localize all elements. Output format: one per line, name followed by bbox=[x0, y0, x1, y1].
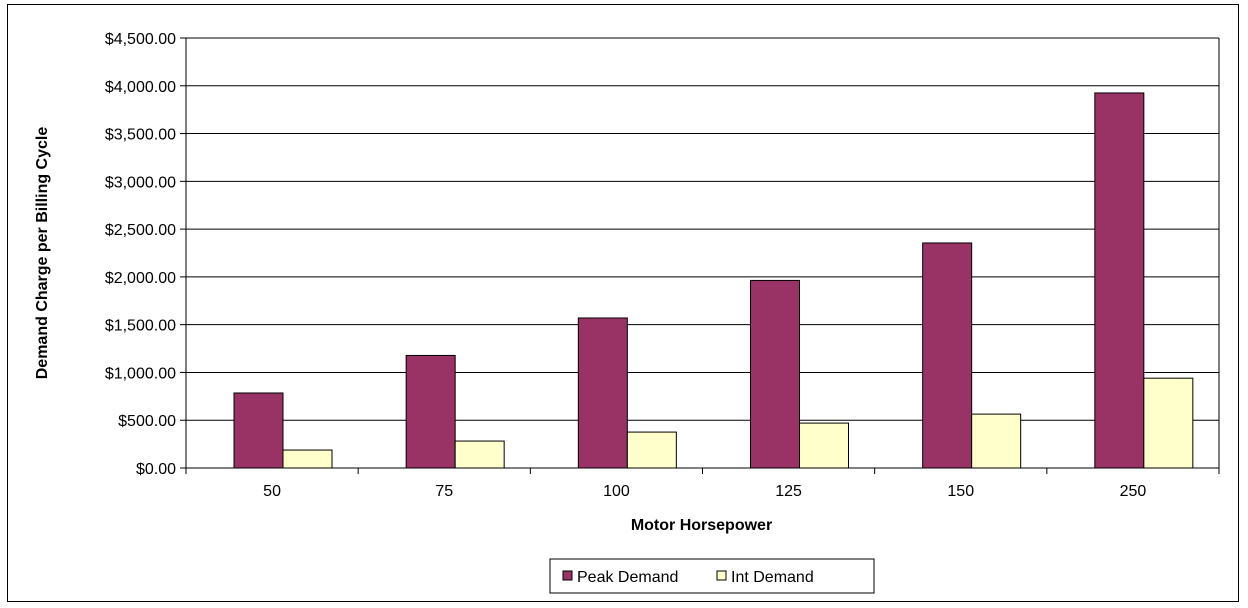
int-demand-bar bbox=[799, 422, 849, 469]
x-tick-label: 50 bbox=[263, 483, 281, 500]
y-tick-label: $2,000.00 bbox=[105, 270, 176, 287]
y-tick-label: $500.00 bbox=[118, 413, 176, 430]
y-axis-title: Demand Charge per Billing Cycle bbox=[34, 127, 51, 380]
tick-labels: $0.00 $500.00 $1,000.00 $1,500.00 $2,000.00 $… bbox=[105, 31, 1147, 500]
x-tick-label: 100 bbox=[603, 483, 630, 500]
bars bbox=[233, 92, 1194, 469]
chart-frame: $0.00 $500.00 $1,000.00 $1,500.00 $2,000.00 $… bbox=[7, 4, 1239, 602]
y-tick-label: $4,500.00 bbox=[105, 31, 176, 48]
x-tick-label: 150 bbox=[947, 483, 974, 500]
x-tick-label: 250 bbox=[1120, 483, 1147, 500]
y-tick-label: $3,000.00 bbox=[105, 174, 176, 191]
x-tick-label: 75 bbox=[435, 483, 453, 500]
peak-demand-bar bbox=[577, 317, 628, 469]
int-demand-bar bbox=[282, 449, 333, 469]
gridlines bbox=[186, 37, 1219, 421]
peak-demand-bar bbox=[750, 279, 800, 469]
peak-demand-bar bbox=[233, 392, 284, 469]
bar-chart: $0.00 $500.00 $1,000.00 $1,500.00 $2,000.00 $… bbox=[34, 31, 1220, 594]
y-tick-label: $2,500.00 bbox=[105, 222, 176, 239]
x-axis-title: Motor Horsepower bbox=[631, 517, 772, 534]
legend-swatch bbox=[716, 570, 727, 581]
legend-swatch bbox=[562, 570, 573, 581]
int-demand-bar bbox=[454, 440, 505, 469]
y-tick-label: $0.00 bbox=[136, 461, 176, 478]
int-demand-bar bbox=[1143, 377, 1194, 469]
y-tick-label: $1,000.00 bbox=[105, 365, 176, 382]
int-demand-bar bbox=[971, 413, 1022, 469]
peak-demand-bar bbox=[922, 242, 973, 469]
legend: Peak Demand Int Demand bbox=[549, 558, 875, 594]
int-demand-bar bbox=[626, 431, 677, 469]
y-tick-label: $4,000.00 bbox=[105, 79, 176, 96]
axes bbox=[180, 37, 1220, 474]
legend-label: Peak Demand bbox=[577, 569, 678, 586]
y-tick-label: $3,500.00 bbox=[105, 127, 176, 144]
peak-demand-bar bbox=[1094, 92, 1145, 469]
legend-label: Int Demand bbox=[731, 569, 814, 586]
peak-demand-bar bbox=[405, 354, 456, 469]
y-tick-label: $1,500.00 bbox=[105, 318, 176, 335]
x-tick-label: 125 bbox=[775, 483, 802, 500]
legend-box bbox=[549, 558, 875, 594]
